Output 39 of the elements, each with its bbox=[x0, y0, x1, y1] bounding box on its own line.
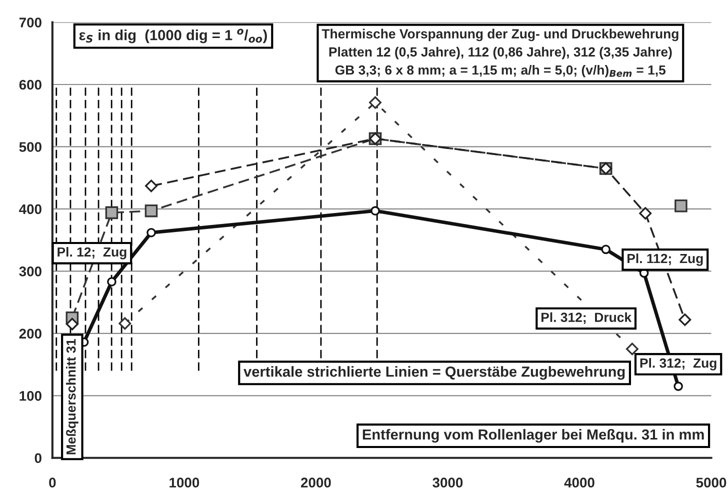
annotation: Pl. 112; Zug bbox=[628, 254, 703, 266]
point bbox=[118, 317, 132, 330]
x-tick-label: 1000 bbox=[170, 478, 200, 488]
point bbox=[601, 244, 610, 254]
point bbox=[639, 207, 652, 220]
annotation: vertikale strichlierte Linien = Querstäbe Zugbewehrung bbox=[244, 366, 625, 380]
y-tick-label: 700 bbox=[19, 18, 42, 28]
x-tick-label: 2000 bbox=[300, 478, 331, 488]
point bbox=[145, 180, 158, 192]
point bbox=[370, 206, 380, 216]
point bbox=[626, 342, 638, 356]
x-tick-label: 5000 bbox=[696, 478, 726, 488]
point bbox=[674, 199, 688, 212]
x-tick-label: 0 bbox=[49, 478, 56, 488]
annotation: Pl. 312; Zug bbox=[640, 358, 716, 370]
y-tick-label: 200 bbox=[19, 328, 42, 339]
point bbox=[674, 382, 683, 391]
y-tick-label: 0 bbox=[34, 453, 42, 464]
y-tick-label: 300 bbox=[19, 266, 42, 276]
y-tick-label: 100 bbox=[20, 390, 42, 401]
chart-title: Thermische Vorspannung der Zug- und Druckbewehrung bbox=[322, 28, 678, 42]
annotation: Pl. 312; Druck bbox=[541, 312, 632, 324]
y-axis-title: ε$_{S}$ in dig (1000 dig = 1 $^{o}$/$_{oo}$) bbox=[79, 28, 267, 44]
annotation: Meßquerschnitt 31 bbox=[66, 338, 78, 454]
x-axis-title: Entfernung vom Rollenlager bei Meßqu. 31 in mm bbox=[362, 428, 704, 443]
point bbox=[66, 318, 78, 330]
y-tick-label: 600 bbox=[19, 80, 42, 90]
point bbox=[107, 277, 116, 286]
x-tick-label: 3000 bbox=[432, 478, 463, 488]
y-tick-label: 500 bbox=[19, 142, 42, 152]
point bbox=[678, 313, 692, 326]
point bbox=[369, 96, 382, 109]
annotation: Pl. 12; Zug bbox=[58, 246, 126, 260]
y-tick-label: 400 bbox=[19, 204, 42, 214]
text: Platten 12 (0,5 Jahre), 112 (0,86 Jahre), 312 (3,35 Jahre) GB 3,3; 6 x 8 mm; a = 1,15 m; a/h = 5,0; (v/h)$_{Bem}$ = 1,5 bbox=[329, 46, 672, 78]
point bbox=[144, 204, 158, 218]
x-tick-label: 4000 bbox=[564, 478, 594, 488]
point bbox=[105, 206, 118, 220]
point bbox=[146, 228, 156, 238]
